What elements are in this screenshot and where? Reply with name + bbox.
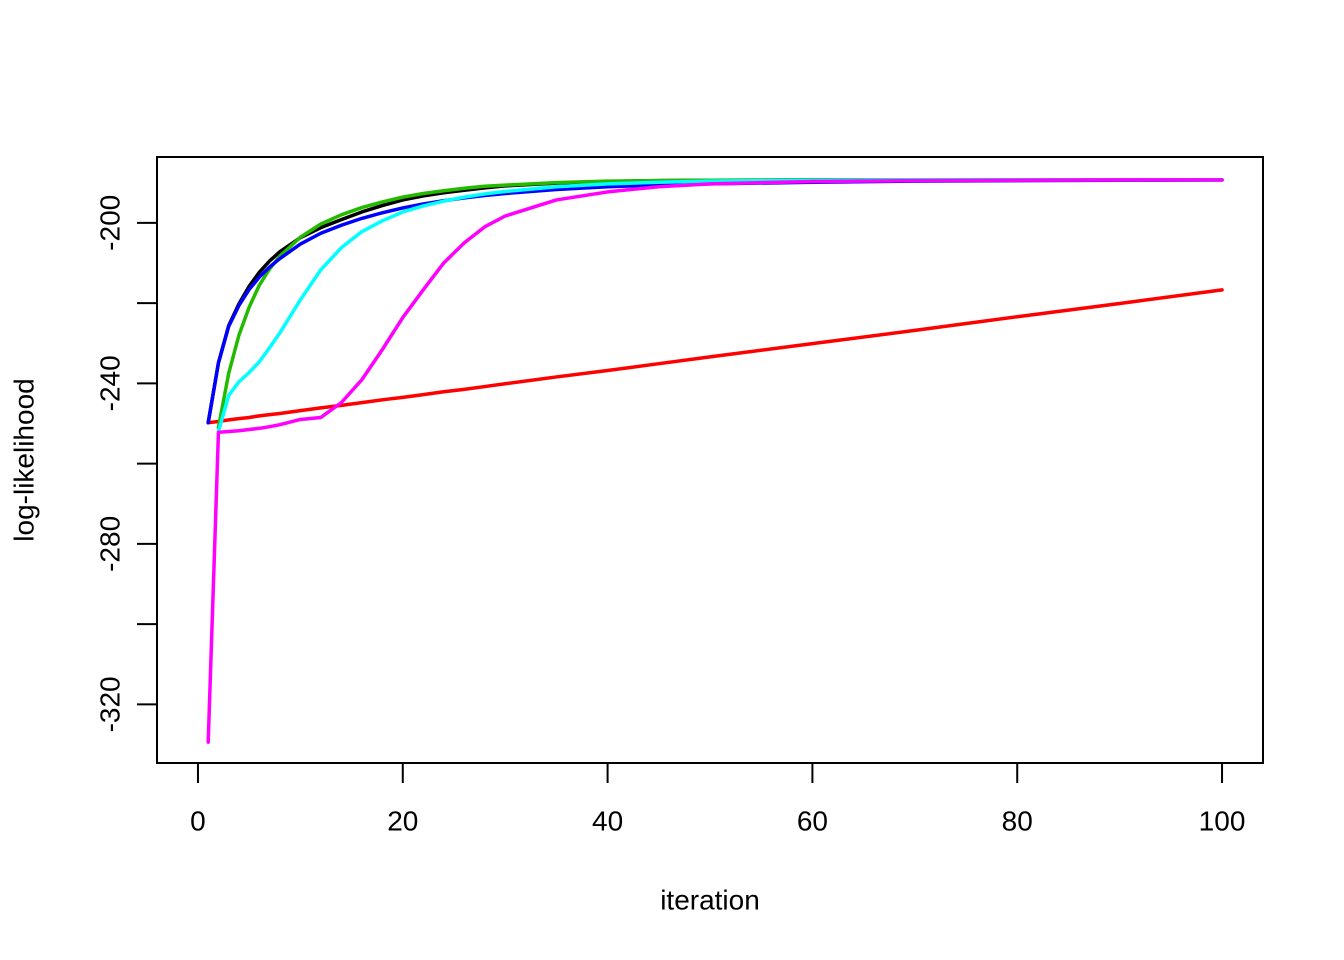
data-line <box>206 178 1224 744</box>
plot-frame <box>156 156 1264 764</box>
data-line <box>206 288 1224 425</box>
x-tick-label: 100 <box>1199 805 1246 836</box>
x-tick-label: 40 <box>592 805 623 836</box>
x-axis-label: iteration <box>660 884 760 915</box>
x-tick-label: 20 <box>387 805 418 836</box>
y-tick-label: -320 <box>94 676 125 732</box>
y-tick-label: -240 <box>94 355 125 411</box>
y-tick-label: -280 <box>94 516 125 572</box>
x-tick-label: 60 <box>797 805 828 836</box>
x-tick-label: 80 <box>1002 805 1033 836</box>
data-line <box>206 178 1224 425</box>
y-tick-label: -200 <box>94 195 125 251</box>
x-tick-label: 0 <box>190 805 206 836</box>
data-line <box>206 178 1224 425</box>
y-axis-label: log-likelihood <box>8 378 39 541</box>
